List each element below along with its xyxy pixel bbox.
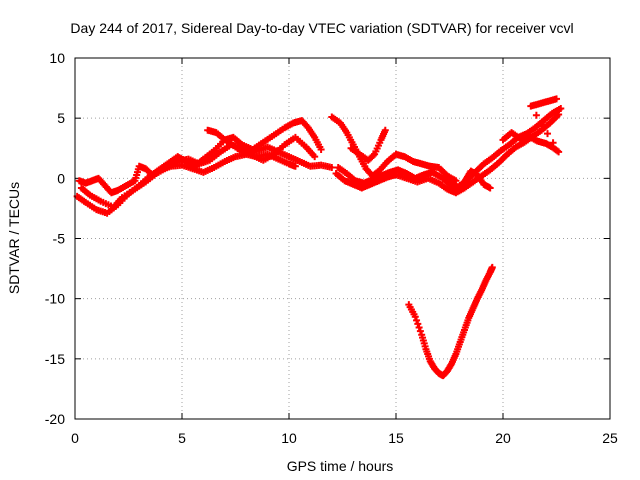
x-tick-label: 25 <box>602 430 618 446</box>
data-point <box>311 153 319 161</box>
data-point <box>538 120 546 128</box>
data-point <box>317 145 325 153</box>
data-point <box>488 263 496 271</box>
data-point <box>532 111 540 119</box>
x-tick-label: 5 <box>178 430 186 446</box>
axis-ticks: 0 5 10 15 20 25 -20 -15 -10 -5 0 5 10 <box>45 50 618 446</box>
data-point <box>553 95 560 103</box>
data-point <box>549 139 557 147</box>
data-point <box>411 313 419 321</box>
data-point <box>414 320 422 328</box>
data-point <box>416 327 424 335</box>
data-point <box>328 164 336 172</box>
data-point <box>291 162 299 170</box>
y-tick-label: -5 <box>53 231 66 247</box>
data-points <box>73 95 565 380</box>
data-point <box>555 148 563 156</box>
data-point <box>557 105 565 113</box>
x-tick-label: 20 <box>495 430 511 446</box>
data-point <box>369 151 377 159</box>
data-point <box>555 111 563 119</box>
plot-frame <box>74 57 611 420</box>
x-axis-label: GPS time / hours <box>287 458 394 474</box>
chart-title: Day 244 of 2017, Sidereal Day-to-day VTE… <box>70 20 573 36</box>
y-tick-label: -20 <box>45 411 65 427</box>
data-point <box>486 184 494 192</box>
data-point <box>381 126 389 134</box>
y-tick-label: -10 <box>45 291 65 307</box>
data-point <box>415 324 423 332</box>
y-tick-label: 10 <box>49 50 65 66</box>
x-tick-label: 10 <box>281 430 297 446</box>
grid-lines <box>75 58 610 419</box>
x-tick-label: 0 <box>71 430 79 446</box>
x-tick-label: 15 <box>388 430 404 446</box>
data-point <box>413 316 421 324</box>
y-tick-label: 0 <box>57 170 65 186</box>
data-point <box>544 130 552 138</box>
y-tick-label: -15 <box>45 351 65 367</box>
y-tick-label: 5 <box>57 110 65 126</box>
y-axis-label: SDTVAR / TECUs <box>6 182 22 294</box>
